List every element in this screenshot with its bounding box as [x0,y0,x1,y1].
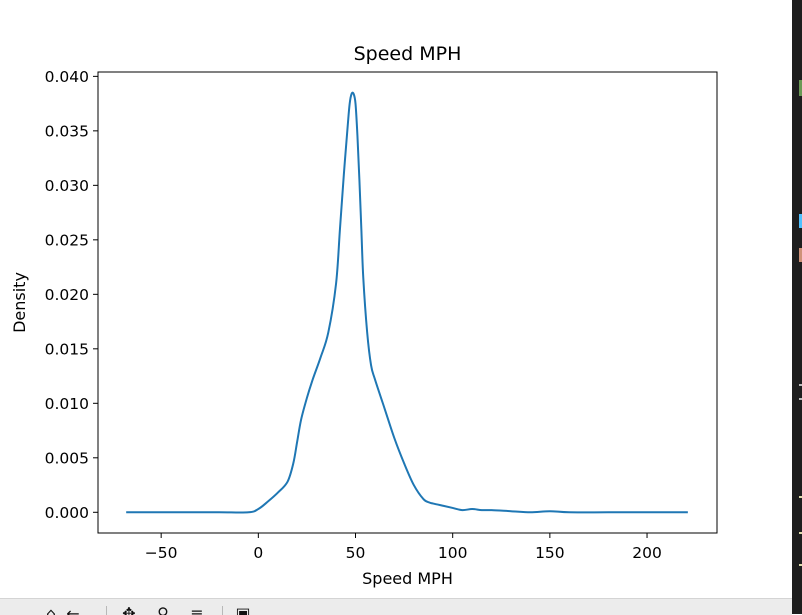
code-editor-strip [792,0,802,614]
syntax-mark [799,384,802,386]
x-tick-label: 200 [632,544,662,562]
x-axis-label: Speed MPH [362,569,453,588]
back-button[interactable]: ← [66,605,80,615]
x-tick-label: 50 [346,544,366,562]
density-line [126,91,688,514]
home-button[interactable]: ⌂ [45,605,57,615]
y-axis-label: Density [10,272,29,333]
x-tick-label: 0 [253,544,263,562]
y-tick-label: 0.025 [45,231,89,249]
toolbar-separator [106,606,107,615]
chart: −50 0 50 100 150 200 0.000 0.005 0.010 0.015 0.020… [10,43,718,588]
toolbar-separator [222,606,223,615]
figure-window: −50 0 50 100 150 200 0.000 0.005 0.010 0.015 0.020… [10,43,718,588]
pan-button[interactable]: ✥ [122,605,136,615]
y-tick-label: 0.000 [45,504,89,522]
zoom-button[interactable]: ⚲ [157,605,169,615]
plot-background [98,72,717,533]
y-tick-label: 0.015 [45,340,89,358]
y-tick-label: 0.020 [45,286,89,304]
y-tick-label: 0.030 [45,177,89,195]
syntax-mark [799,564,802,566]
y-tick-label: 0.010 [45,395,89,413]
x-tick-label: −50 [145,544,178,562]
configure-button[interactable]: ≡ [190,605,204,615]
syntax-mark [799,496,802,498]
syntax-mark [799,398,802,400]
y-tick-label: 0.040 [45,68,89,86]
syntax-mark [799,532,802,534]
save-button[interactable]: ▣ [235,605,251,615]
syntax-mark [799,248,802,262]
y-tick-label: 0.005 [45,449,89,467]
x-tick-label: 100 [438,544,468,562]
syntax-mark [799,214,802,228]
figure-toolbar: ⌂ ← ✥ ⚲ ≡ ▣ [0,598,792,615]
syntax-mark [799,80,802,96]
chart-title: Speed MPH [354,43,462,65]
y-tick-label: 0.035 [45,122,89,140]
plot-frame [97,71,718,534]
x-tick-label: 150 [535,544,565,562]
